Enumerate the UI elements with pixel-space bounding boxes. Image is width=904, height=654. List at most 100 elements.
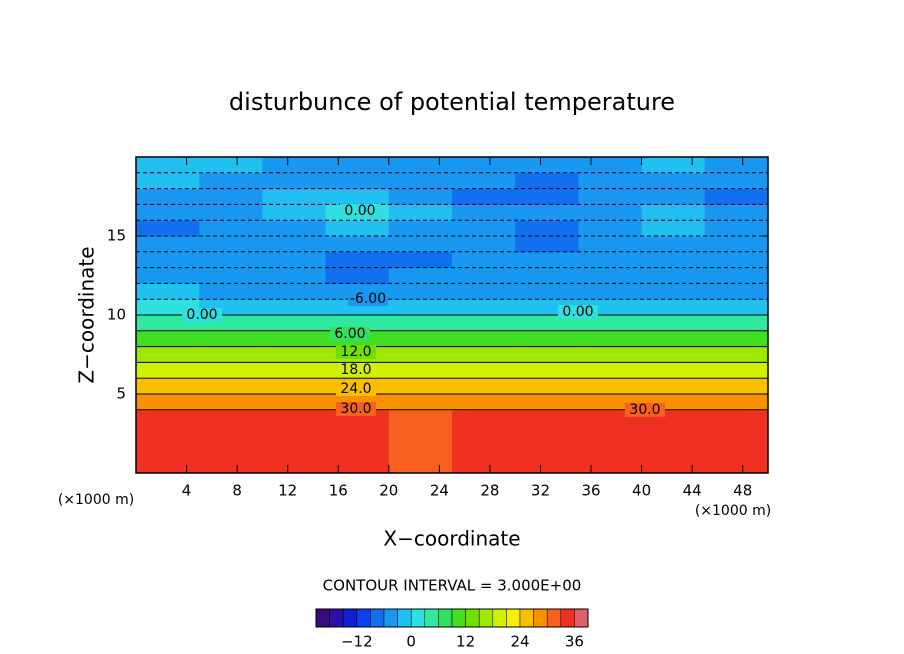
field-cell (388, 172, 453, 190)
field-cell (641, 188, 706, 205)
field-cell (136, 236, 200, 253)
field-cell (515, 188, 579, 205)
field-cell (136, 188, 200, 205)
field-cell (262, 220, 327, 237)
field-cell (136, 204, 200, 221)
colorbar-segment (492, 608, 507, 628)
field-cell (262, 204, 327, 221)
contour-label-bg (348, 292, 388, 306)
field-cell (515, 362, 579, 379)
colorbar-segment (533, 608, 548, 628)
field-cell (641, 251, 706, 269)
field-cell (199, 236, 263, 253)
field-cell (136, 378, 200, 395)
field-cell (452, 315, 516, 332)
field-cell (262, 394, 327, 411)
field-cell (136, 220, 200, 237)
field-cell (325, 251, 390, 269)
contour-label-bg (625, 403, 665, 417)
colorbar-segment (546, 608, 562, 628)
field-cell (199, 267, 263, 284)
colorbar-segment (519, 608, 534, 628)
field-cell (452, 394, 516, 411)
field-cell (578, 188, 643, 205)
field-cell (578, 157, 643, 174)
field-cell (515, 346, 579, 363)
colorbar-tick-label: −12 (341, 633, 373, 651)
colorbar-tick-label: 24 (510, 633, 529, 651)
field-cell (704, 251, 769, 269)
field-cell (262, 236, 327, 253)
colorbar-segment (410, 608, 426, 628)
field-cell (578, 220, 643, 237)
field-cell (262, 172, 327, 190)
field-cell (388, 188, 453, 205)
colorbar-segment (465, 608, 480, 628)
colorbar-segment (370, 608, 385, 628)
field-cell (641, 157, 706, 174)
colorbar-segment (383, 608, 398, 628)
field-cell (515, 330, 579, 348)
field-cell (578, 362, 643, 379)
contour-label-bg (182, 308, 222, 322)
field-cell (136, 346, 200, 363)
field-cell (515, 220, 579, 237)
contour-label-bg (336, 363, 376, 377)
field-cell (641, 236, 706, 253)
x-tick-label: 36 (581, 482, 600, 500)
field-cell (452, 220, 516, 237)
field-cell (452, 299, 516, 316)
colorbar-segment (574, 608, 589, 628)
field-cell (262, 315, 327, 332)
field-cell (704, 157, 769, 174)
field-cell (515, 394, 579, 411)
field-cell (452, 172, 516, 190)
field (136, 157, 769, 474)
field-cell (388, 236, 453, 253)
contour-label-bg (336, 402, 376, 416)
field-cell (704, 299, 769, 316)
field-cell (136, 394, 200, 411)
field-cell (452, 346, 516, 363)
field-cell (704, 188, 769, 205)
colorbar-segment (438, 608, 453, 628)
y-axis-label: Z−coordinate (75, 246, 99, 383)
field-cell (641, 299, 706, 316)
field-cell (452, 204, 516, 221)
field-cell (136, 362, 200, 379)
colorbar-segment (342, 608, 358, 628)
x-tick-label: 12 (278, 482, 297, 500)
field-cell (515, 315, 579, 332)
field-cell (578, 267, 643, 284)
field-cell (262, 378, 327, 395)
x-tick-label: 20 (379, 482, 398, 500)
field-cell (262, 283, 327, 300)
field-cell (641, 267, 706, 284)
field-cell (199, 362, 263, 379)
x-tick-label: 44 (683, 482, 702, 500)
field-cell (704, 346, 769, 363)
field-cell (578, 378, 643, 395)
field-cell (704, 394, 769, 411)
colorbar-segment (478, 608, 494, 628)
field-cell (515, 236, 579, 253)
field-cell (388, 157, 453, 174)
field-cell (578, 409, 643, 474)
field-cell (704, 267, 769, 284)
chart-title: disturbunce of potential temperature (229, 88, 675, 116)
field-cell (388, 409, 453, 474)
field-cell (515, 283, 579, 300)
x-tick-label: 8 (232, 482, 242, 500)
field-cell (515, 204, 579, 221)
field-cell (199, 188, 263, 205)
field-cell (199, 330, 263, 348)
contour-label: 18.0 (340, 362, 371, 378)
colorbar-tick-label: 0 (406, 633, 416, 651)
field-cell (136, 283, 200, 300)
field-cell (452, 409, 516, 474)
field-cell (452, 283, 516, 300)
field-cell (515, 251, 579, 269)
field-cell (388, 220, 453, 237)
field-cell (388, 283, 453, 300)
